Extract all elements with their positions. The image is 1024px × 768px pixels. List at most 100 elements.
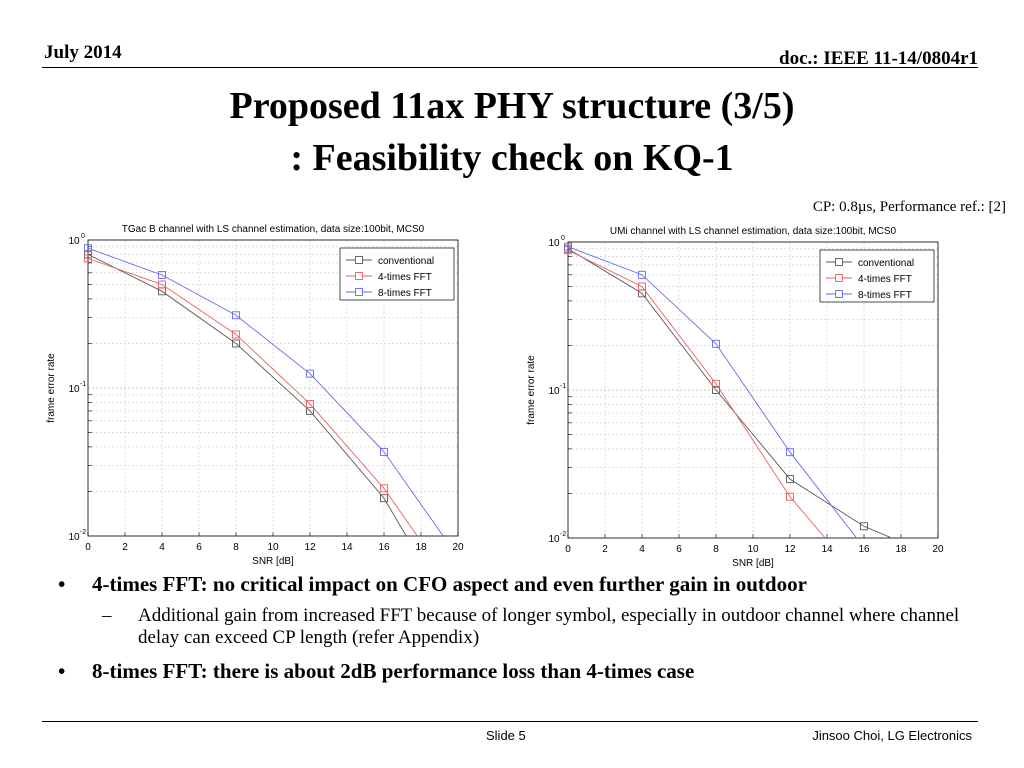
cp-note: CP: 0.8µs, Performance ref.: [2] <box>812 199 1006 215</box>
bullet-glyph: • <box>58 659 66 683</box>
y-axis-label: frame error rate <box>46 353 57 423</box>
x-axis-label: SNR [dB] <box>252 556 294 567</box>
y-tick-label-base: 10 <box>548 386 560 397</box>
legend-marker <box>835 258 843 266</box>
series-line <box>87 253 407 537</box>
data-point <box>232 311 240 320</box>
series-line <box>567 249 826 539</box>
y-tick-label: 10 0 <box>548 235 565 249</box>
x-tick-label: 18 <box>895 544 907 555</box>
y-tick-label-base: 10 <box>548 534 560 545</box>
legend-label: conventional <box>378 256 434 267</box>
legend-label: conventional <box>858 258 914 269</box>
y-tick-label: 10 0 <box>68 233 85 247</box>
plot-frame <box>567 241 939 539</box>
header-date: July 2014 <box>44 42 122 63</box>
data-point <box>380 494 388 503</box>
y-tick-label-base: 10 <box>548 238 560 249</box>
x-tick-label: 16 <box>858 544 870 555</box>
slide-title-line2: : Feasibility check on KQ-1 <box>290 137 734 179</box>
legend-marker <box>835 274 843 282</box>
series-line <box>567 246 857 539</box>
footer-author: Jinsoo Choi, LG Electronics <box>812 728 972 743</box>
data-point <box>786 448 794 457</box>
x-tick-label: 20 <box>452 542 464 553</box>
bullet-item-1-text: 4-times FFT: no critical impact on CFO a… <box>92 572 807 596</box>
x-tick-label: 6 <box>196 542 202 553</box>
header-doc-id: doc.: IEEE 11-14/0804r1 <box>779 48 978 69</box>
legend-marker <box>835 290 843 298</box>
y-tick-label: 10 -2 <box>68 529 86 543</box>
y-tick-label-base: 10 <box>68 532 80 543</box>
plot-frame <box>87 239 459 537</box>
legend-label: 8-times FFT <box>378 288 432 299</box>
data-point <box>232 330 240 339</box>
x-tick-label: 4 <box>159 542 165 553</box>
bullet-item-2: • 8-times FFT: there is about 2dB perfor… <box>58 659 978 684</box>
y-tick-label: 10 -2 <box>548 531 566 545</box>
x-tick-label: 20 <box>932 544 944 555</box>
x-tick-label: 2 <box>602 544 608 555</box>
legend-label: 4-times FFT <box>858 274 912 285</box>
x-tick-label: 12 <box>304 542 316 553</box>
x-tick-label: 6 <box>676 544 682 555</box>
legend-label: 4-times FFT <box>378 272 432 283</box>
y-tick-label-exponent: -2 <box>560 531 566 538</box>
y-tick-label-exponent: 0 <box>81 233 85 240</box>
y-tick-label-exponent: -1 <box>80 381 86 388</box>
slide-title: Proposed 11ax PHY structure (3/5) : Feas… <box>0 80 1024 184</box>
x-tick-label: 0 <box>85 542 91 553</box>
y-tick-label: 10 -1 <box>68 381 86 395</box>
data-point <box>564 242 572 251</box>
dash-glyph: – <box>102 605 112 626</box>
bullet-glyph: • <box>58 572 66 596</box>
data-point <box>84 250 92 259</box>
slide-title-line1: Proposed 11ax PHY structure (3/5) <box>229 85 795 127</box>
footer-divider <box>42 721 978 722</box>
y-tick-label-base: 10 <box>68 236 80 247</box>
series-line <box>87 258 418 537</box>
bullet-list: • 4-times FFT: no critical impact on CFO… <box>58 572 978 684</box>
x-tick-label: 12 <box>784 544 796 555</box>
bullet-item-2-text: 8-times FFT: there is about 2dB performa… <box>92 659 695 683</box>
chart-title: UMi channel with LS channel estimation, … <box>610 226 897 237</box>
legend-marker <box>355 256 363 264</box>
legend-marker <box>355 272 363 280</box>
data-point <box>712 379 720 388</box>
x-axis-label: SNR [dB] <box>732 558 774 569</box>
chart-title: TGac B channel with LS channel estimatio… <box>122 224 425 235</box>
x-tick-label: 14 <box>341 542 353 553</box>
data-point <box>306 400 314 408</box>
data-point <box>380 447 388 456</box>
x-tick-label: 4 <box>639 544 645 555</box>
x-tick-label: 0 <box>565 544 571 555</box>
data-point <box>712 339 720 348</box>
x-tick-label: 14 <box>821 544 833 555</box>
data-point <box>380 484 388 493</box>
series-line <box>87 247 444 537</box>
data-point <box>786 492 794 501</box>
x-tick-label: 10 <box>267 542 279 553</box>
x-tick-label: 8 <box>713 544 719 555</box>
y-tick-label: 10 -1 <box>548 383 566 397</box>
bullet-subitem-1-text: Additional gain from increased FFT becau… <box>138 605 960 648</box>
data-point <box>786 475 794 484</box>
x-tick-label: 18 <box>415 542 427 553</box>
bullet-item-1: • 4-times FFT: no critical impact on CFO… <box>58 572 978 597</box>
header-divider <box>42 67 978 68</box>
x-tick-label: 2 <box>122 542 128 553</box>
data-point <box>232 339 240 348</box>
y-axis-label: frame error rate <box>526 355 537 425</box>
y-tick-label-exponent: -1 <box>560 383 566 390</box>
x-tick-label: 8 <box>233 542 239 553</box>
data-point <box>158 271 166 279</box>
y-tick-label-base: 10 <box>68 384 80 395</box>
legend-label: 8-times FFT <box>858 290 912 301</box>
footer-slide-number: Slide 5 <box>486 728 526 743</box>
data-point <box>158 280 166 289</box>
data-point <box>306 369 314 378</box>
data-point <box>638 282 646 291</box>
data-point <box>860 522 868 531</box>
x-tick-label: 10 <box>747 544 759 555</box>
